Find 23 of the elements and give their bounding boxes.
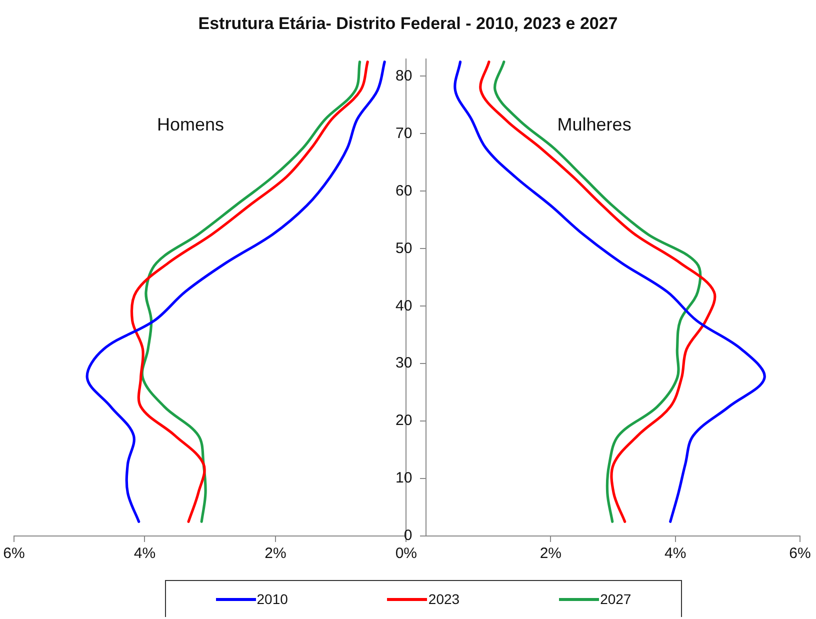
x-tick-label: 4% [664,545,686,562]
y-tick-label: 20 [395,412,412,430]
x-tick-label: 6% [3,545,25,562]
annotation: Mulheres [557,114,632,135]
x-tick-label: 4% [134,545,156,562]
x-tick-label: 2% [540,545,562,562]
legend-label: 2010 [256,591,288,607]
annotation: Homens [156,114,224,135]
y-tick-label: 40 [395,297,412,314]
y-tick-label: 30 [395,354,412,372]
y-tick-label: 60 [395,182,412,200]
y-tick-label: 50 [395,240,412,257]
x-tick-label: 2% [264,545,286,562]
x-tick-label: 6% [789,545,811,562]
chart-title: Estrutura Etária- Distrito Federal - 2010, 2023 e 2027 [197,13,619,35]
y-tick-label: 10 [395,470,412,487]
legend-label: 2027 [600,591,632,607]
y-tick-label: 80 [395,67,412,84]
x-tick-label: 0% [395,545,418,562]
y-tick-label: 0 [404,527,412,544]
legend-label: 2023 [428,591,460,607]
y-tick-label: 70 [395,124,412,142]
line-series [86,60,386,523]
